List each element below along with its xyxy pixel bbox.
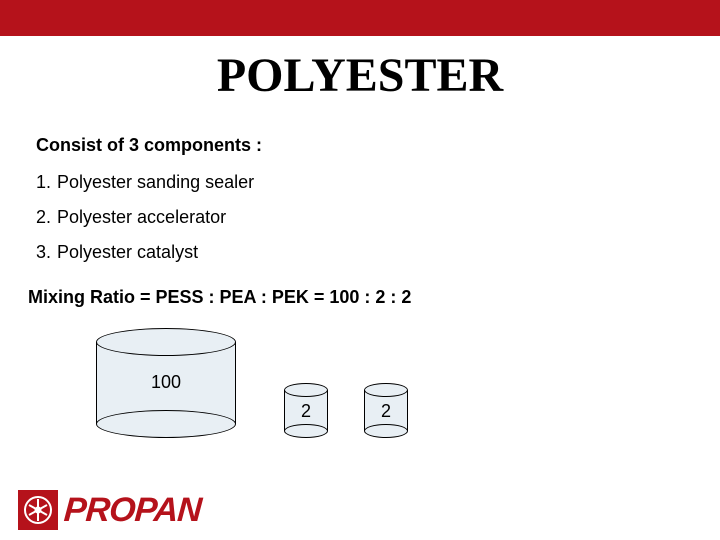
component-num-3: 3. <box>36 242 51 263</box>
components-heading: Consist of 3 components : <box>36 135 684 156</box>
component-text-2: Polyester accelerator <box>57 207 226 228</box>
cylinder-2-top <box>284 383 328 397</box>
cylinder-3-label: 2 <box>364 401 408 422</box>
logo-mark-icon <box>18 490 58 530</box>
cylinders-diagram: 100 2 2 <box>96 328 684 458</box>
component-text-1: Polyester sanding sealer <box>57 172 254 193</box>
cylinder-3-bottom <box>364 424 408 438</box>
cylinder-1: 100 <box>96 328 236 438</box>
logo: PROPAN <box>18 490 201 530</box>
component-num-1: 1. <box>36 172 51 193</box>
logo-text: PROPAN <box>63 491 203 530</box>
content-area: Consist of 3 components : 1. Polyester s… <box>0 135 720 458</box>
component-item-2: 2. Polyester accelerator <box>36 207 684 228</box>
cylinder-2-bottom <box>284 424 328 438</box>
component-num-2: 2. <box>36 207 51 228</box>
component-item-3: 3. Polyester catalyst <box>36 242 684 263</box>
component-item-1: 1. Polyester sanding sealer <box>36 172 684 193</box>
page-title: POLYESTER <box>0 48 720 103</box>
cylinder-1-top <box>96 328 236 356</box>
cylinder-2-label: 2 <box>284 401 328 422</box>
cylinder-3: 2 <box>364 383 408 438</box>
component-text-3: Polyester catalyst <box>57 242 198 263</box>
cylinder-2: 2 <box>284 383 328 438</box>
cylinder-3-top <box>364 383 408 397</box>
cylinder-1-label: 100 <box>96 372 236 393</box>
top-bar <box>0 0 720 36</box>
cylinder-1-bottom <box>96 410 236 438</box>
mixing-ratio: Mixing Ratio = PESS : PEA : PEK = 100 : … <box>28 287 684 308</box>
